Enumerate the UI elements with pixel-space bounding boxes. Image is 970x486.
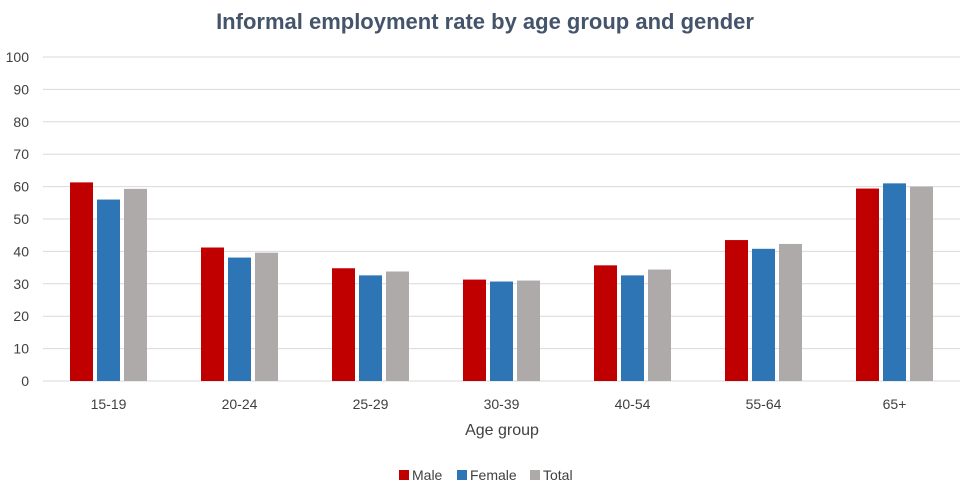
y-tick-label: 20 [13,308,29,324]
bar-total-15-19 [124,188,147,381]
bar-female-55-64 [752,248,775,381]
legend-swatch [457,470,467,480]
legend-label: Total [543,467,573,483]
bar-male-65+ [856,188,879,381]
legend-label: Male [412,467,443,483]
x-tick-label: 65+ [883,396,907,412]
legend-item-male: Male [399,467,443,483]
bar-female-30-39 [490,281,513,381]
bars [70,182,933,381]
bar-female-65+ [883,183,906,381]
x-tick-label: 30-39 [484,396,520,412]
chart-title: Informal employment rate by age group an… [216,9,754,34]
y-tick-label: 70 [13,146,29,162]
x-axis-label: Age group [465,422,539,439]
y-tick-label: 100 [6,49,30,65]
bar-male-25-29 [332,268,355,381]
y-tick-label: 50 [13,211,29,227]
bar-male-15-19 [70,182,93,381]
x-tick-label: 55-64 [746,396,782,412]
legend-item-total: Total [530,467,573,483]
bar-female-25-29 [359,275,382,381]
x-tick-label: 15-19 [91,396,127,412]
bar-male-55-64 [725,240,748,381]
x-tick-label: 25-29 [353,396,389,412]
x-axis-ticks: 15-19 20-24 25-29 30-39 40-54 55-64 65+ [91,396,907,412]
bar-total-65+ [910,186,933,381]
legend-item-female: Female [457,467,517,483]
y-tick-label: 30 [13,276,29,292]
bar-total-55-64 [779,243,802,381]
bar-total-30-39 [517,280,540,381]
x-tick-label: 40-54 [615,396,651,412]
legend-swatch [399,470,409,480]
legend-label: Female [470,467,517,483]
gridlines [43,56,960,382]
y-axis-ticks: 0 10 20 30 40 50 60 70 80 90 100 [6,49,30,389]
legend-swatch [530,470,540,480]
bar-female-20-24 [228,257,251,381]
bar-female-40-54 [621,275,644,381]
y-tick-label: 90 [13,81,29,97]
bar-total-40-54 [648,269,671,381]
y-tick-label: 80 [13,114,29,130]
bar-male-40-54 [594,265,617,381]
y-tick-label: 10 [13,341,29,357]
bar-female-15-19 [97,199,120,381]
legend: Male Female Total [399,467,573,483]
y-tick-label: 0 [21,373,29,389]
x-tick-label: 20-24 [222,396,258,412]
bar-total-25-29 [386,271,409,381]
y-tick-label: 60 [13,179,29,195]
bar-male-20-24 [201,247,224,381]
y-tick-label: 40 [13,243,29,259]
bar-male-30-39 [463,279,486,381]
bar-total-20-24 [255,252,278,381]
